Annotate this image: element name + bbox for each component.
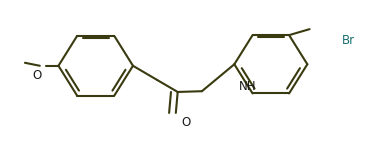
- Text: NH: NH: [238, 80, 256, 93]
- Text: O: O: [182, 116, 191, 129]
- Text: O: O: [33, 69, 42, 82]
- Text: Br: Br: [341, 34, 355, 47]
